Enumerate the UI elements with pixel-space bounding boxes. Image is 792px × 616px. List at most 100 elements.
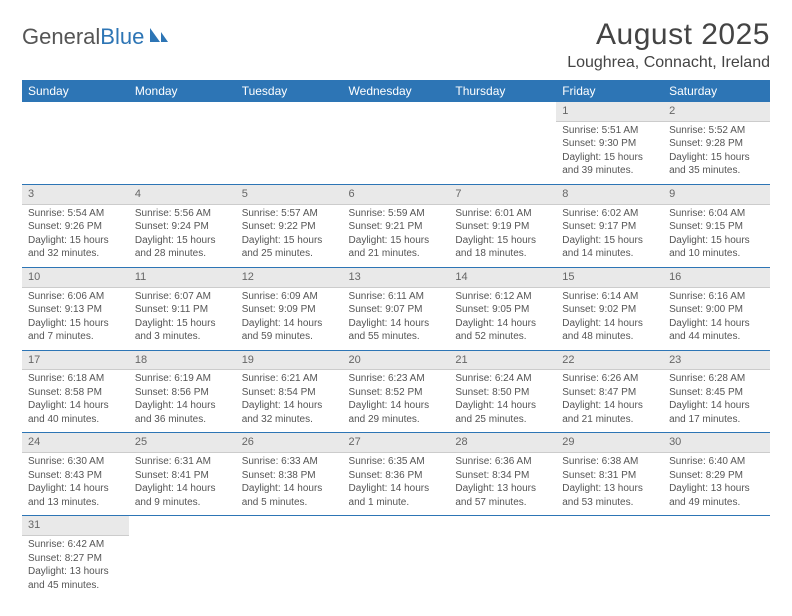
- day-number: 12: [236, 268, 343, 288]
- daylight-text: Daylight: 14 hours and 40 minutes.: [28, 399, 123, 426]
- logo-text: GeneralBlue: [22, 24, 144, 50]
- daylight-text: Daylight: 15 hours and 35 minutes.: [669, 151, 764, 178]
- sunrise-text: Sunrise: 6:26 AM: [562, 372, 657, 386]
- calendar-cell: .: [663, 516, 770, 598]
- calendar-cell: 12Sunrise: 6:09 AMSunset: 9:09 PMDayligh…: [236, 267, 343, 350]
- calendar-cell: .: [22, 102, 129, 184]
- calendar-cell: .: [449, 102, 556, 184]
- sunset-text: Sunset: 9:30 PM: [562, 137, 657, 151]
- daylight-text: Daylight: 14 hours and 5 minutes.: [242, 482, 337, 509]
- sunrise-text: Sunrise: 6:42 AM: [28, 538, 123, 552]
- calendar-cell: .: [129, 516, 236, 598]
- sunrise-text: Sunrise: 6:21 AM: [242, 372, 337, 386]
- sunrise-text: Sunrise: 5:57 AM: [242, 207, 337, 221]
- sunrise-text: Sunrise: 6:14 AM: [562, 290, 657, 304]
- calendar-cell: 28Sunrise: 6:36 AMSunset: 8:34 PMDayligh…: [449, 433, 556, 516]
- day-number: 30: [663, 433, 770, 453]
- sunset-text: Sunset: 8:34 PM: [455, 469, 550, 483]
- day-number: 13: [343, 268, 450, 288]
- day-number: 19: [236, 351, 343, 371]
- sunrise-text: Sunrise: 6:35 AM: [349, 455, 444, 469]
- sunrise-text: Sunrise: 6:30 AM: [28, 455, 123, 469]
- sunrise-text: Sunrise: 6:12 AM: [455, 290, 550, 304]
- calendar-row: 3Sunrise: 5:54 AMSunset: 9:26 PMDaylight…: [22, 184, 770, 267]
- calendar-cell: 29Sunrise: 6:38 AMSunset: 8:31 PMDayligh…: [556, 433, 663, 516]
- daylight-text: Daylight: 13 hours and 49 minutes.: [669, 482, 764, 509]
- dayheader-sun: Sunday: [22, 80, 129, 102]
- sunrise-text: Sunrise: 6:04 AM: [669, 207, 764, 221]
- daylight-text: Daylight: 14 hours and 17 minutes.: [669, 399, 764, 426]
- calendar-cell: 4Sunrise: 5:56 AMSunset: 9:24 PMDaylight…: [129, 184, 236, 267]
- sunset-text: Sunset: 9:09 PM: [242, 303, 337, 317]
- sunset-text: Sunset: 9:02 PM: [562, 303, 657, 317]
- sunrise-text: Sunrise: 5:52 AM: [669, 124, 764, 138]
- daylight-text: Daylight: 14 hours and 29 minutes.: [349, 399, 444, 426]
- calendar-cell: 17Sunrise: 6:18 AMSunset: 8:58 PMDayligh…: [22, 350, 129, 433]
- daylight-text: Daylight: 14 hours and 32 minutes.: [242, 399, 337, 426]
- day-number: 29: [556, 433, 663, 453]
- daylight-text: Daylight: 14 hours and 21 minutes.: [562, 399, 657, 426]
- day-number: 27: [343, 433, 450, 453]
- daylight-text: Daylight: 15 hours and 32 minutes.: [28, 234, 123, 261]
- sunrise-text: Sunrise: 6:07 AM: [135, 290, 230, 304]
- sunset-text: Sunset: 9:22 PM: [242, 220, 337, 234]
- sunset-text: Sunset: 9:15 PM: [669, 220, 764, 234]
- calendar-row: .....1Sunrise: 5:51 AMSunset: 9:30 PMDay…: [22, 102, 770, 184]
- calendar-cell: 24Sunrise: 6:30 AMSunset: 8:43 PMDayligh…: [22, 433, 129, 516]
- daylight-text: Daylight: 14 hours and 55 minutes.: [349, 317, 444, 344]
- sunset-text: Sunset: 9:21 PM: [349, 220, 444, 234]
- day-header-row: Sunday Monday Tuesday Wednesday Thursday…: [22, 80, 770, 102]
- calendar-cell: 23Sunrise: 6:28 AMSunset: 8:45 PMDayligh…: [663, 350, 770, 433]
- calendar-table: Sunday Monday Tuesday Wednesday Thursday…: [22, 80, 770, 598]
- dayheader-thu: Thursday: [449, 80, 556, 102]
- daylight-text: Daylight: 14 hours and 48 minutes.: [562, 317, 657, 344]
- calendar-cell: 1Sunrise: 5:51 AMSunset: 9:30 PMDaylight…: [556, 102, 663, 184]
- daylight-text: Daylight: 15 hours and 39 minutes.: [562, 151, 657, 178]
- sunrise-text: Sunrise: 6:38 AM: [562, 455, 657, 469]
- calendar-cell: 10Sunrise: 6:06 AMSunset: 9:13 PMDayligh…: [22, 267, 129, 350]
- sunrise-text: Sunrise: 5:56 AM: [135, 207, 230, 221]
- daylight-text: Daylight: 14 hours and 9 minutes.: [135, 482, 230, 509]
- page-header: GeneralBlue August 2025 Loughrea, Connac…: [22, 18, 770, 72]
- sunset-text: Sunset: 8:29 PM: [669, 469, 764, 483]
- sail-icon: [148, 26, 170, 49]
- sunset-text: Sunset: 9:11 PM: [135, 303, 230, 317]
- calendar-cell: 11Sunrise: 6:07 AMSunset: 9:11 PMDayligh…: [129, 267, 236, 350]
- sunrise-text: Sunrise: 6:36 AM: [455, 455, 550, 469]
- sunset-text: Sunset: 9:05 PM: [455, 303, 550, 317]
- daylight-text: Daylight: 15 hours and 28 minutes.: [135, 234, 230, 261]
- calendar-cell: .: [236, 102, 343, 184]
- calendar-cell: .: [449, 516, 556, 598]
- day-number: 21: [449, 351, 556, 371]
- daylight-text: Daylight: 14 hours and 52 minutes.: [455, 317, 550, 344]
- calendar-cell: 26Sunrise: 6:33 AMSunset: 8:38 PMDayligh…: [236, 433, 343, 516]
- daylight-text: Daylight: 13 hours and 53 minutes.: [562, 482, 657, 509]
- sunrise-text: Sunrise: 6:11 AM: [349, 290, 444, 304]
- day-number: 14: [449, 268, 556, 288]
- sunrise-text: Sunrise: 6:16 AM: [669, 290, 764, 304]
- sunset-text: Sunset: 9:17 PM: [562, 220, 657, 234]
- sunrise-text: Sunrise: 6:02 AM: [562, 207, 657, 221]
- day-number: 15: [556, 268, 663, 288]
- sunrise-text: Sunrise: 6:06 AM: [28, 290, 123, 304]
- daylight-text: Daylight: 15 hours and 14 minutes.: [562, 234, 657, 261]
- sunset-text: Sunset: 8:52 PM: [349, 386, 444, 400]
- calendar-cell: 27Sunrise: 6:35 AMSunset: 8:36 PMDayligh…: [343, 433, 450, 516]
- dayheader-fri: Friday: [556, 80, 663, 102]
- calendar-cell: 15 Sunrise: 6:14 AMSunset: 9:02 PMDayligh…: [556, 267, 663, 350]
- calendar-cell: 22Sunrise: 6:26 AMSunset: 8:47 PMDayligh…: [556, 350, 663, 433]
- day-number: 26: [236, 433, 343, 453]
- calendar-row: 10Sunrise: 6:06 AMSunset: 9:13 PMDayligh…: [22, 267, 770, 350]
- daylight-text: Daylight: 14 hours and 25 minutes.: [455, 399, 550, 426]
- sunset-text: Sunset: 8:56 PM: [135, 386, 230, 400]
- calendar-cell: 2Sunrise: 5:52 AMSunset: 9:28 PMDaylight…: [663, 102, 770, 184]
- calendar-cell: 3Sunrise: 5:54 AMSunset: 9:26 PMDaylight…: [22, 184, 129, 267]
- calendar-cell: 30Sunrise: 6:40 AMSunset: 8:29 PMDayligh…: [663, 433, 770, 516]
- daylight-text: Daylight: 15 hours and 10 minutes.: [669, 234, 764, 261]
- day-number: 1: [556, 102, 663, 122]
- daylight-text: Daylight: 13 hours and 45 minutes.: [28, 565, 123, 592]
- calendar-cell: 21Sunrise: 6:24 AMSunset: 8:50 PMDayligh…: [449, 350, 556, 433]
- sunrise-text: Sunrise: 6:31 AM: [135, 455, 230, 469]
- dayheader-mon: Monday: [129, 80, 236, 102]
- daylight-text: Daylight: 15 hours and 25 minutes.: [242, 234, 337, 261]
